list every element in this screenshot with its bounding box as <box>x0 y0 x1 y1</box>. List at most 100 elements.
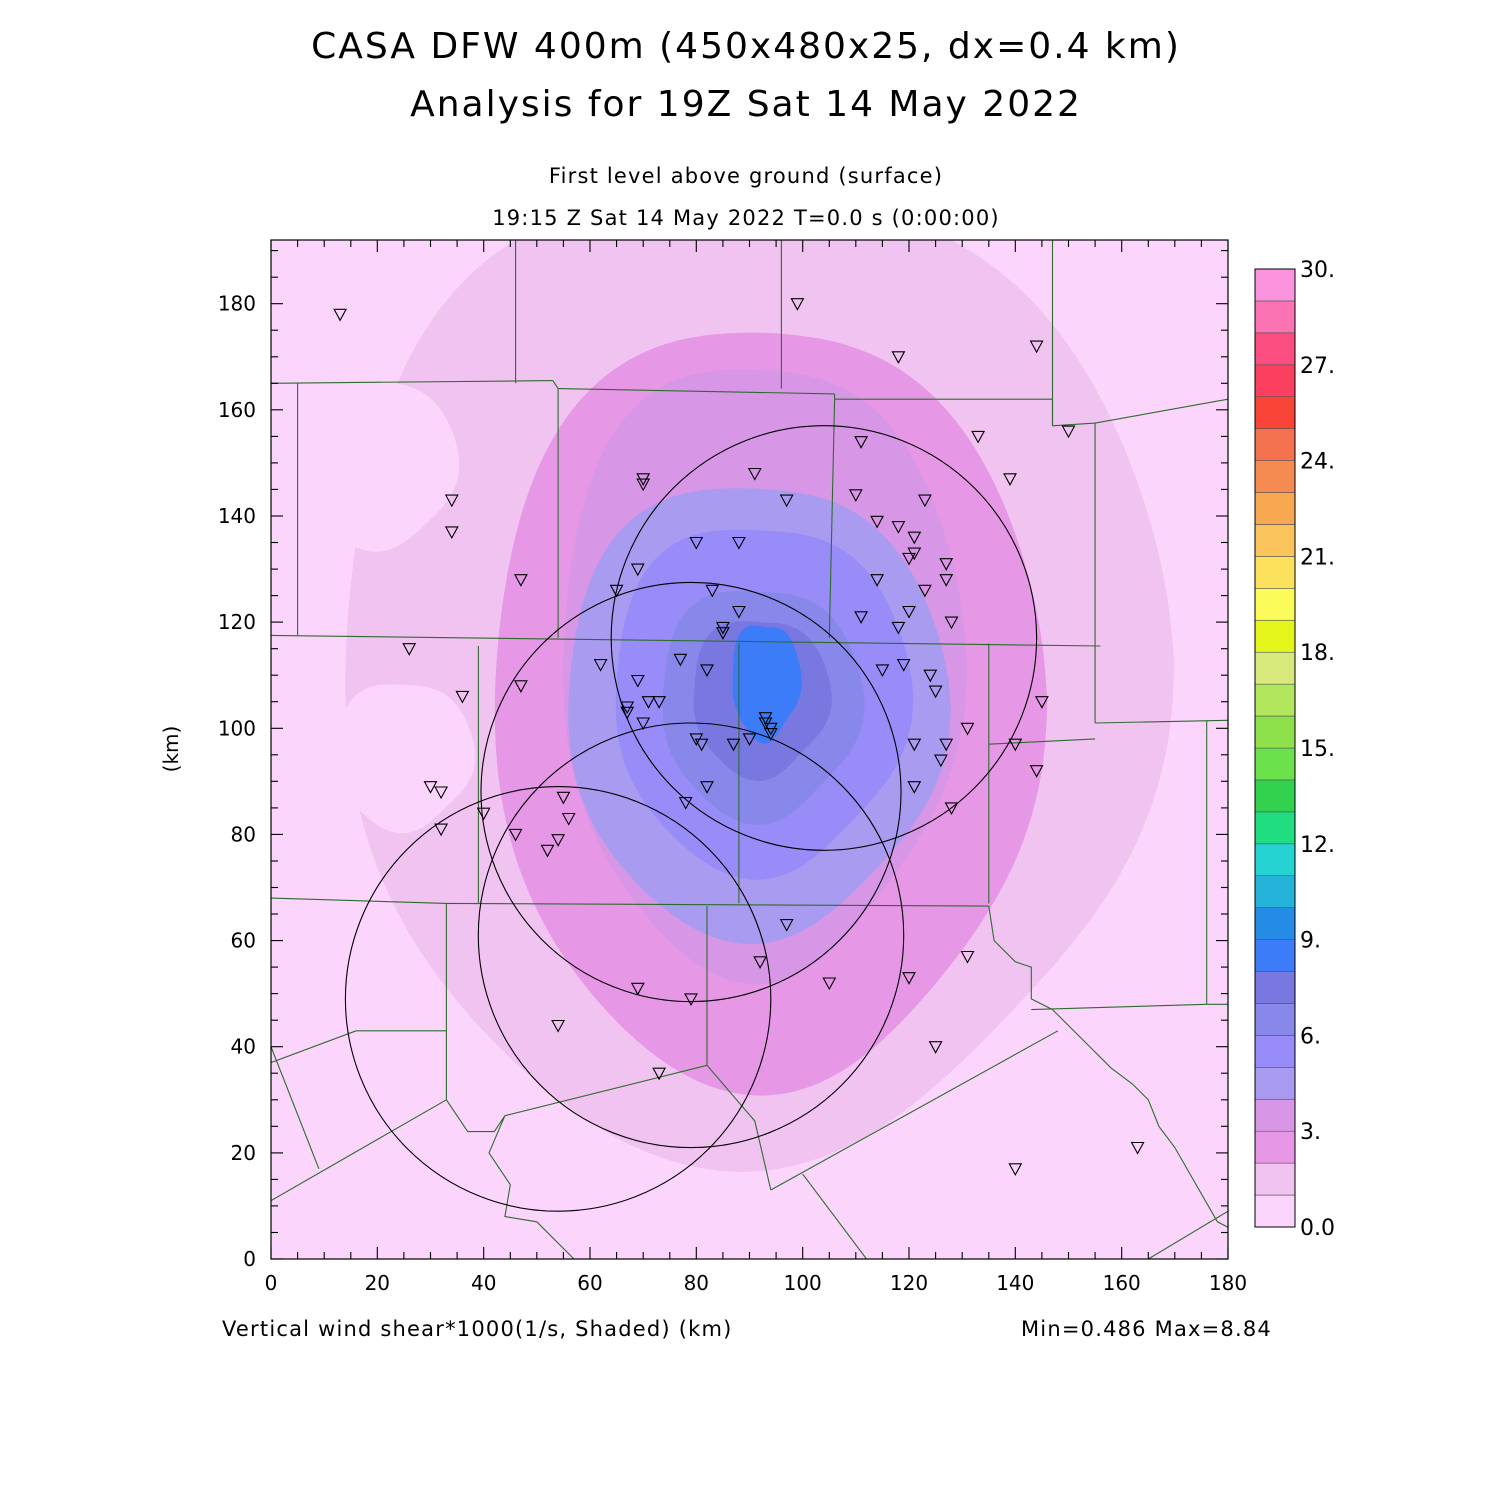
county-line <box>504 1064 708 1117</box>
min-max-label: Min=0.486 Max=8.84 <box>1021 1317 1272 1341</box>
station-marker <box>960 722 975 736</box>
station-marker <box>684 993 698 1007</box>
colorbar-segment <box>1254 1130 1296 1164</box>
station-marker <box>726 738 741 752</box>
chart-title: CASA DFW 400m (450x480x25, dx=0.4 km) <box>311 26 1181 67</box>
colorbar-tick-label: 6. <box>1300 1024 1321 1049</box>
station-marker <box>753 956 768 969</box>
station-marker <box>551 834 566 847</box>
colorbar-segment <box>1254 907 1296 940</box>
colorbar-segment <box>1254 651 1296 685</box>
station-marker <box>928 685 943 699</box>
colorbar-tick-label: 9. <box>1300 929 1321 954</box>
x-tick-label: 0 <box>265 1271 278 1295</box>
county-line <box>445 1099 575 1259</box>
station-marker <box>609 584 624 598</box>
station-marker <box>907 738 922 752</box>
station-marker <box>870 515 885 529</box>
colorbar-segment <box>1254 332 1296 366</box>
colorbar-segment <box>1254 492 1296 525</box>
county-line <box>828 399 836 639</box>
station-marker <box>854 436 869 449</box>
station-marker <box>907 531 922 545</box>
station-marker <box>620 706 635 720</box>
county-line <box>271 1046 320 1170</box>
county-line <box>552 380 559 389</box>
colorbar-frame <box>1254 268 1296 1228</box>
y-tick-label: 40 <box>231 1035 256 1059</box>
station-marker <box>593 659 608 672</box>
station-marker <box>790 298 805 311</box>
station-marker <box>508 828 523 842</box>
level-subtitle: First level above ground (surface) <box>549 164 943 188</box>
colorbar-segment <box>1254 587 1296 621</box>
county-line <box>1095 719 1228 724</box>
colorbar-segment <box>1254 428 1296 461</box>
station-marker <box>630 982 645 996</box>
station-marker <box>434 823 449 837</box>
colorbar-segment <box>1254 396 1296 429</box>
station-marker <box>939 574 954 587</box>
station-marker <box>630 563 645 577</box>
station-marker <box>763 728 778 741</box>
station-marker <box>444 526 459 540</box>
station-marker <box>556 791 571 805</box>
county-line <box>271 1030 357 1064</box>
station-markers <box>333 298 1145 1176</box>
chart-title-line2: Analysis for 19Z Sat 14 May 2022 <box>410 84 1082 125</box>
station-marker <box>891 351 906 364</box>
station-marker <box>641 696 656 709</box>
x-tick-label: 20 <box>365 1271 390 1295</box>
axes: 0 20 40 60 80 100 120 140 160 180 0 20 40 60 80 100 120 1… <box>218 240 1247 1295</box>
county-line <box>1148 1210 1228 1259</box>
y-tick-label: 160 <box>218 398 256 422</box>
station-marker <box>1034 696 1049 709</box>
station-marker <box>513 680 528 693</box>
x-tick-label: 160 <box>1103 1271 1141 1295</box>
county-line <box>446 902 989 907</box>
x-tick-label: 140 <box>996 1271 1034 1295</box>
station-marker <box>731 536 746 550</box>
station-marker <box>731 605 746 619</box>
county-line <box>271 380 553 384</box>
county-line <box>706 1064 772 1191</box>
y-tick-label: 0 <box>243 1247 256 1271</box>
shear-band-0-1-southeast <box>966 1134 1228 1259</box>
county-line <box>802 1173 867 1259</box>
y-tick-label: 60 <box>231 929 256 953</box>
y-tick-label: 140 <box>218 504 256 528</box>
station-marker <box>636 478 651 492</box>
station-marker <box>902 605 916 619</box>
y-tick-label: 100 <box>218 716 256 740</box>
station-marker <box>652 696 667 709</box>
station-marker <box>689 536 704 550</box>
station-marker <box>476 807 491 821</box>
radar-range-ring <box>477 722 905 1149</box>
colorbar-tick-label: 27. <box>1300 354 1335 379</box>
station-marker <box>896 659 911 672</box>
station-marker <box>779 919 794 932</box>
colorbar-segment <box>1254 1003 1296 1036</box>
station-marker <box>1061 425 1076 439</box>
station-marker <box>971 430 986 444</box>
shear-band-0-1-northeast <box>1093 240 1228 439</box>
shear-band-8-9 <box>732 625 802 744</box>
station-marker <box>891 621 906 635</box>
county-line <box>988 906 1228 1228</box>
station-marker <box>561 812 576 826</box>
colorbar-segment <box>1254 811 1296 845</box>
y-tick-label: 80 <box>231 822 256 846</box>
county-line <box>988 738 1096 745</box>
radar-range-ring <box>610 425 1038 851</box>
colorbar-tick-label: 3. <box>1300 1120 1321 1145</box>
station-marker <box>870 574 885 587</box>
x-tick-label: 80 <box>684 1271 709 1295</box>
y-tick-label: 180 <box>218 292 256 316</box>
x-tick-label: 100 <box>784 1271 822 1295</box>
station-marker <box>1008 738 1023 752</box>
station-marker <box>715 627 730 640</box>
colorbar-segment <box>1254 1099 1296 1132</box>
station-marker <box>939 558 954 571</box>
station-marker <box>779 494 794 508</box>
